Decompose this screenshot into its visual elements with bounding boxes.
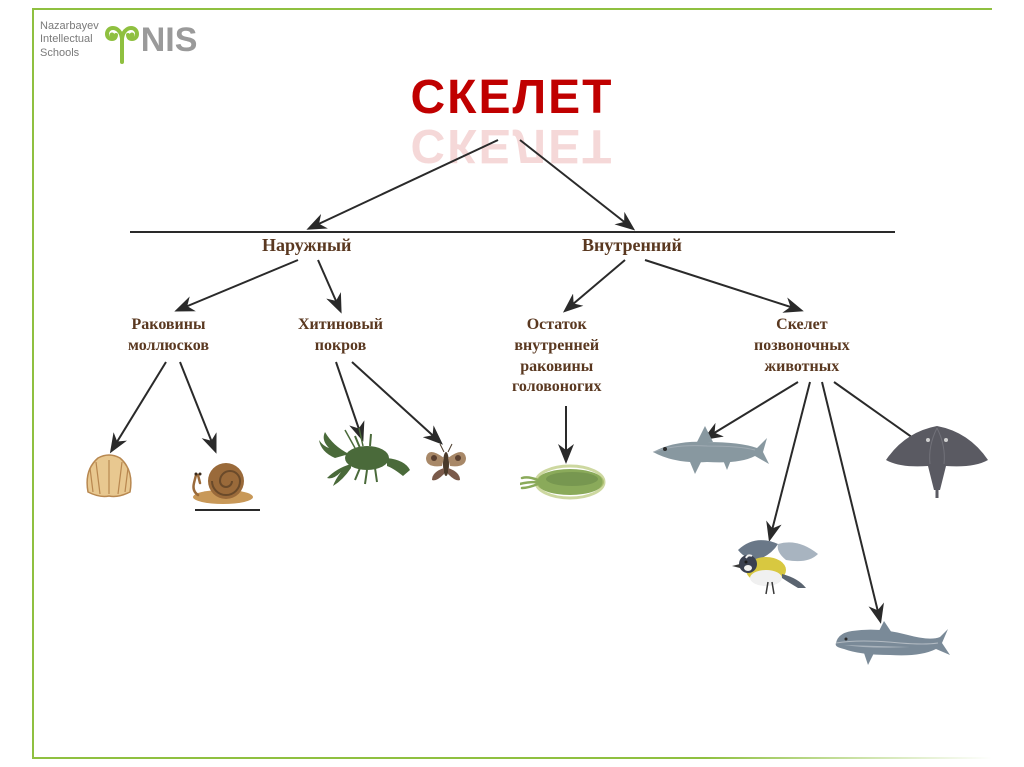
label-cephalopod-shell-remnant: Остатоквнутреннейраковиныголовоногих [512, 315, 601, 398]
label-chitin-cover: Хитиновыйпокров [298, 315, 383, 357]
logo: Nazarbayev Intellectual Schools NIS [40, 14, 197, 66]
dolphin-icon [830, 615, 950, 675]
logo-line3: Schools [40, 47, 99, 60]
logo-line2: Intellectual [40, 33, 99, 46]
shark-icon [645, 420, 770, 483]
logo-text: Nazarbayev Intellectual Schools [40, 20, 99, 60]
page-title: СКЕЛЕТ [411, 70, 614, 125]
label-external: Наружный [262, 235, 351, 256]
page-title-reflection: СКЕЛЕТ [411, 118, 614, 173]
crayfish-icon [315, 418, 415, 497]
butterfly-icon [420, 440, 472, 493]
logo-line1: Nazarbayev [40, 20, 99, 33]
logo-swirl-icon [101, 14, 143, 66]
label-mollusk-shells: Раковинымоллюсков [128, 315, 209, 357]
cuttlefish-icon [520, 462, 615, 507]
label-vertebrate-skeleton: Скелетпозвоночныхживотных [754, 315, 850, 377]
label-internal: Внутренний [582, 235, 682, 256]
logo-abbr: NIS [141, 21, 198, 60]
ray-icon [880, 418, 995, 505]
snail-icon [188, 455, 258, 510]
bird-icon [720, 530, 825, 607]
shell-icon [78, 450, 140, 507]
